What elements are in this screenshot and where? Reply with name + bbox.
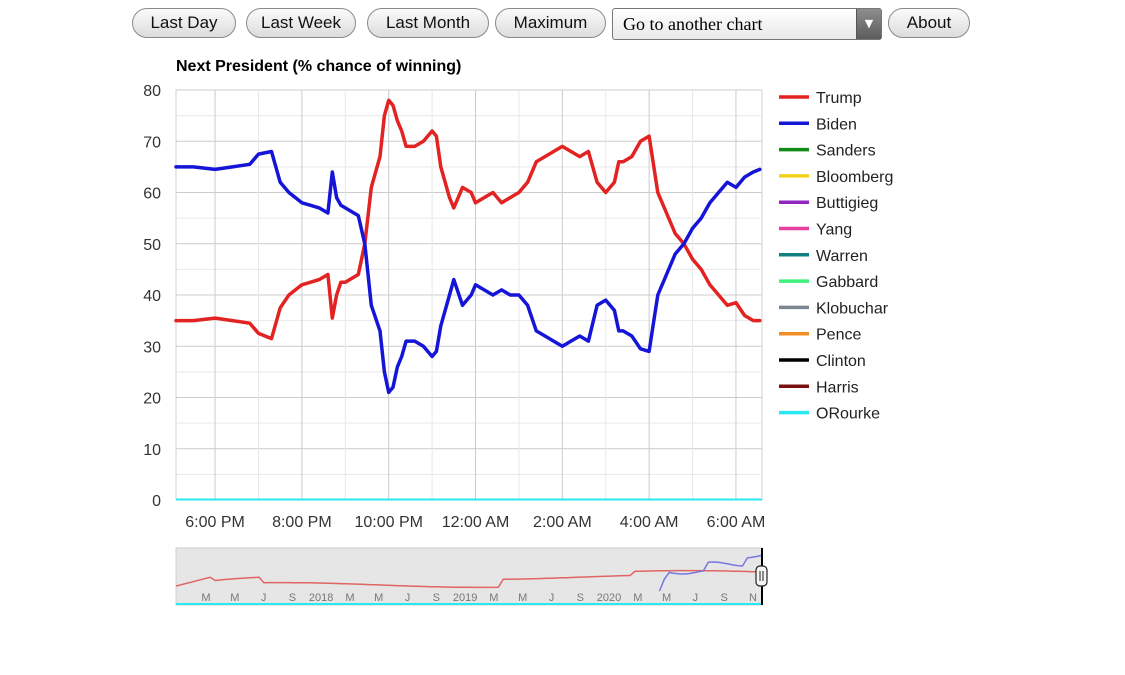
plot-area	[175, 89, 763, 501]
chevron-down-icon[interactable]: ▼	[856, 9, 881, 39]
chart-title: Next President (% chance of winning)	[176, 58, 462, 75]
maximum-button[interactable]: Maximum	[495, 8, 606, 38]
legend-item-clinton: Clinton	[779, 353, 866, 370]
legend-item-harris: Harris	[779, 379, 859, 396]
last-day-button[interactable]: Last Day	[132, 8, 236, 38]
navigator-label: M	[374, 592, 383, 604]
navigator-series-trump	[175, 569, 763, 589]
legend-item-yang: Yang	[779, 222, 852, 239]
x-tick-label: 4:00 AM	[620, 514, 679, 531]
navigator-handle[interactable]	[755, 565, 768, 587]
navigator-label: 2020	[597, 592, 621, 604]
navigator-label: S	[721, 592, 728, 604]
legend-label: Trump	[816, 90, 862, 107]
last-month-button[interactable]: Last Month	[367, 8, 489, 38]
navigator-label: M	[201, 592, 210, 604]
navigator-label: M	[662, 592, 671, 604]
navigator-background	[175, 547, 763, 606]
y-tick-label: 40	[143, 288, 161, 305]
legend-label: Harris	[816, 379, 859, 396]
navigator-label: 2019	[453, 592, 477, 604]
y-tick-label: 10	[143, 442, 161, 459]
legend-item-klobuchar: Klobuchar	[779, 300, 889, 317]
legend-item-biden: Biden	[779, 116, 857, 133]
x-tick-label: 8:00 PM	[272, 514, 332, 531]
series-line-trump	[174, 98, 762, 341]
x-tick-label: 6:00 AM	[707, 514, 766, 531]
legend-item-trump: Trump	[779, 90, 862, 107]
navigator-label: J	[693, 592, 699, 604]
legend-label: Buttigieg	[816, 195, 878, 212]
x-tick-label: 2:00 AM	[533, 514, 592, 531]
y-tick-label: 70	[143, 134, 161, 151]
last-week-button[interactable]: Last Week	[246, 8, 356, 38]
legend-item-orourke: ORourke	[779, 406, 880, 423]
legend-label: Sanders	[816, 143, 876, 160]
navigator-label: S	[289, 592, 296, 604]
navigator-label: J	[405, 592, 411, 604]
legend-label: Clinton	[816, 353, 866, 370]
legend-label: Yang	[816, 222, 852, 239]
chart-select-value: Go to another chart	[623, 14, 763, 34]
navigator-label: M	[230, 592, 239, 604]
navigator-label: M	[489, 592, 498, 604]
navigator-series-biden	[658, 554, 763, 592]
legend-item-buttigieg: Buttigieg	[779, 195, 878, 212]
series-line-biden	[174, 149, 762, 395]
x-tick-label: 10:00 PM	[354, 514, 422, 531]
legend-item-pence: Pence	[779, 327, 861, 344]
legend-label: Warren	[816, 248, 868, 265]
legend-label: ORourke	[816, 406, 880, 423]
legend-item-bloomberg: Bloomberg	[779, 169, 893, 186]
chart-select[interactable]: Go to another chart ▼	[612, 8, 882, 40]
x-tick-label: 12:00 AM	[442, 514, 510, 531]
legend-label: Bloomberg	[816, 169, 893, 186]
y-tick-label: 20	[143, 391, 161, 408]
legend-label: Pence	[816, 327, 861, 344]
x-tick-label: 6:00 PM	[185, 514, 245, 531]
legend-item-warren: Warren	[779, 248, 868, 265]
y-tick-label: 60	[143, 186, 161, 203]
navigator-label: S	[433, 592, 440, 604]
navigator-label: S	[577, 592, 584, 604]
legend-label: Gabbard	[816, 274, 878, 291]
navigator-label: N	[749, 592, 757, 604]
legend-label: Klobuchar	[816, 300, 889, 317]
y-tick-label: 80	[143, 83, 161, 100]
navigator-label: M	[518, 592, 527, 604]
navigator-label: J	[549, 592, 555, 604]
y-tick-label: 0	[152, 493, 161, 510]
legend-item-sanders: Sanders	[779, 143, 876, 160]
legend-label: Biden	[816, 116, 857, 133]
navigator-label: J	[261, 592, 267, 604]
navigator-label: M	[345, 592, 354, 604]
y-tick-label: 50	[143, 237, 161, 254]
y-tick-label: 30	[143, 339, 161, 356]
about-button[interactable]: About	[888, 8, 970, 38]
navigator-label: 2018	[309, 592, 333, 604]
navigator-label: M	[633, 592, 642, 604]
legend-item-gabbard: Gabbard	[779, 274, 878, 291]
